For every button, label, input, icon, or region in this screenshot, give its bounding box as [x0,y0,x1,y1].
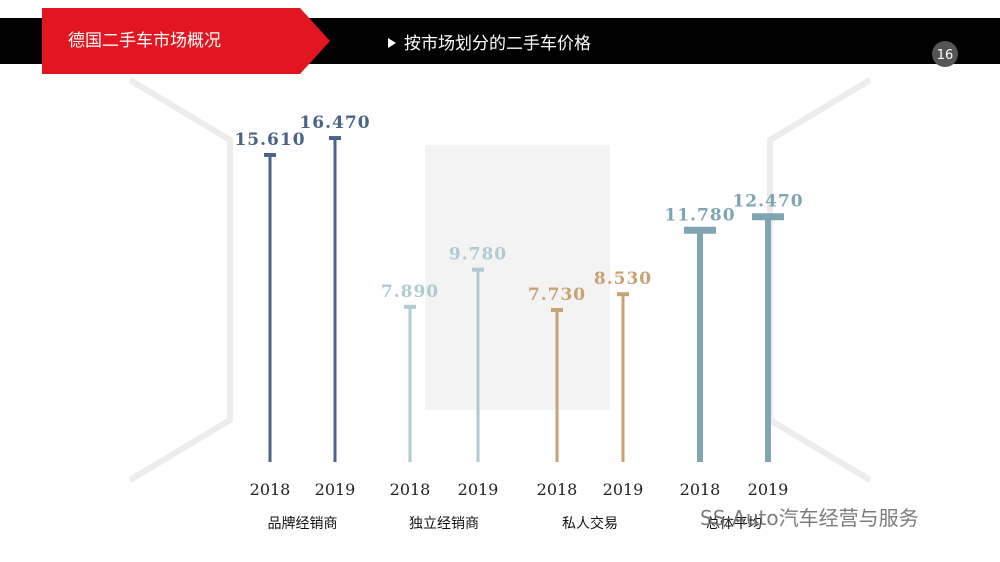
year-label: 2019 [458,480,499,499]
category-label: 品牌经销商 [268,515,338,532]
value-label: 8.530 [594,269,652,289]
year-label: 2018 [537,480,578,499]
bullet-icon [388,38,396,48]
page-badge [932,41,958,67]
page-number: 16 [937,48,954,63]
category-label: 总体平均 [706,516,762,532]
value-label: 16.470 [299,113,370,133]
value-label: 7.730 [528,285,586,305]
value-label: 11.780 [664,205,735,225]
value-label: 12.470 [732,192,803,212]
year-label: 2019 [748,480,789,499]
watermark: SS-Auto汽车经营与服务 [700,506,919,530]
value-label: 15.610 [234,130,305,150]
year-label: 2018 [390,480,431,499]
slide-subtitle: 按市场划分的二手车价格 [404,34,591,54]
category-label: 私人交易 [562,515,618,532]
year-label: 2019 [603,480,644,499]
value-label: 7.890 [381,282,439,302]
year-label: 2018 [250,480,291,499]
value-label: 9.780 [449,245,507,265]
background-decor [128,77,872,483]
section-tab [42,8,330,74]
section-title: 德国二手车市场概况 [68,31,221,51]
year-label: 2019 [315,480,356,499]
category-label: 独立经销商 [409,516,479,532]
year-label: 2018 [680,480,721,499]
